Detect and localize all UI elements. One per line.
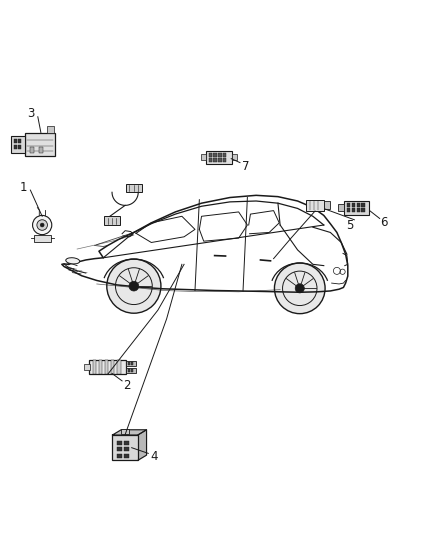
Circle shape	[295, 284, 304, 293]
Bar	[131, 369, 133, 372]
Bar	[117, 441, 122, 445]
Bar	[84, 364, 89, 369]
Bar	[223, 154, 226, 157]
Text: 1: 1	[20, 181, 27, 193]
Bar	[30, 147, 34, 153]
Bar	[14, 144, 17, 149]
Bar	[47, 126, 54, 133]
Bar	[117, 360, 120, 374]
Bar	[306, 200, 324, 211]
Bar	[25, 133, 55, 156]
Bar	[11, 135, 25, 153]
Bar	[111, 360, 114, 374]
Bar	[18, 140, 21, 143]
Bar	[126, 183, 142, 192]
Bar	[14, 140, 17, 143]
Bar	[124, 441, 129, 445]
Bar	[352, 203, 355, 207]
Bar	[92, 360, 96, 374]
Bar	[347, 208, 350, 212]
Bar	[338, 204, 344, 212]
Bar	[126, 368, 136, 373]
Bar	[39, 147, 43, 153]
Bar	[208, 158, 212, 161]
Bar	[128, 362, 130, 365]
Text: 2: 2	[124, 379, 131, 392]
Bar	[357, 203, 360, 207]
Bar	[324, 201, 330, 209]
Text: 6: 6	[380, 216, 388, 229]
Bar	[99, 360, 102, 374]
Bar	[104, 216, 120, 225]
Text: 4: 4	[151, 450, 158, 463]
Circle shape	[40, 223, 44, 227]
Bar	[206, 151, 232, 164]
Bar	[223, 158, 226, 161]
Circle shape	[37, 220, 47, 230]
Text: 5: 5	[346, 219, 353, 231]
Bar	[232, 154, 237, 160]
Bar	[34, 235, 51, 241]
Bar	[128, 369, 130, 372]
Bar	[361, 203, 365, 207]
Bar	[105, 360, 108, 374]
Bar	[357, 208, 360, 212]
Bar	[201, 154, 206, 160]
Circle shape	[107, 259, 161, 313]
Text: 3: 3	[28, 107, 35, 120]
Bar	[352, 208, 355, 212]
Bar	[218, 154, 222, 157]
Bar	[18, 144, 21, 149]
Bar	[117, 447, 122, 451]
Bar	[89, 360, 126, 374]
Bar	[344, 200, 369, 215]
Bar	[124, 454, 129, 458]
Circle shape	[129, 281, 139, 291]
Bar	[347, 203, 350, 207]
Bar	[213, 154, 217, 157]
Bar	[208, 154, 212, 157]
Circle shape	[32, 215, 52, 235]
Bar	[218, 158, 222, 161]
Ellipse shape	[66, 258, 80, 264]
Bar	[213, 158, 217, 161]
Bar	[126, 361, 136, 366]
Polygon shape	[138, 430, 147, 461]
Bar	[131, 362, 133, 365]
Bar	[124, 447, 129, 451]
Bar	[361, 208, 365, 212]
Bar	[121, 429, 130, 434]
Polygon shape	[113, 430, 147, 435]
Text: 7: 7	[242, 159, 250, 173]
Circle shape	[275, 263, 325, 313]
Bar	[113, 435, 138, 461]
Bar	[117, 454, 122, 458]
